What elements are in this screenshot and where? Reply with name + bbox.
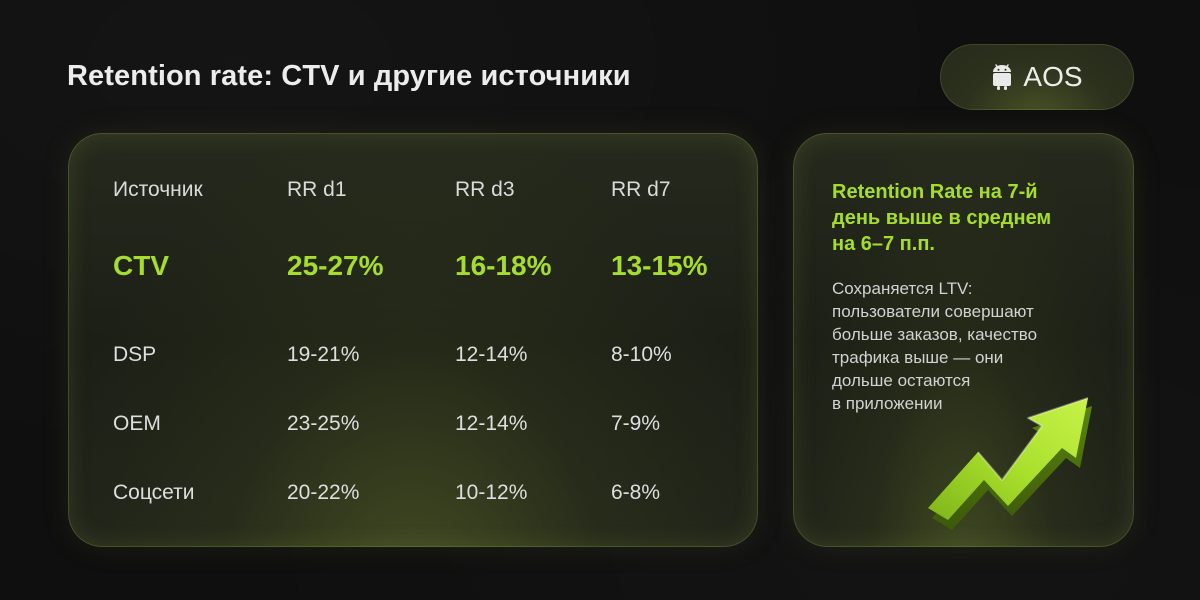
insight-heading-line: день выше в среднем <box>832 207 1052 229</box>
insight-body-line: дольше остаются <box>832 371 971 390</box>
page-title: Retention rate: CTV и другие источники <box>67 60 631 92</box>
table-cell-rr-d3: 10-12% <box>455 481 528 504</box>
table-cell-rr-d3: 12-14% <box>455 412 528 435</box>
table-cell-source: OEM <box>113 412 161 435</box>
table-cell-rr-d7: 13-15% <box>611 250 708 281</box>
column-header-rr-d1: RR d1 <box>287 178 347 201</box>
insight-body: Сохраняется LTV: пользователи совершают … <box>832 277 1122 415</box>
table-cell-rr-d7: 7-9% <box>611 412 661 435</box>
insight-heading: Retention Rate на 7-й день выше в средне… <box>832 179 1122 257</box>
column-header-rr-d7: RR d7 <box>611 178 671 201</box>
table-cell-rr-d7: 8-10% <box>611 343 672 366</box>
insight-body-line: больше заказов, качество <box>832 325 1038 344</box>
insight-heading-line: Retention Rate на 7-й <box>832 181 1038 203</box>
table-cell-rr-d1: 23-25% <box>287 412 360 435</box>
table-cell-rr-d7: 6-8% <box>611 481 661 504</box>
table-cell-source: Соцсети <box>113 481 195 504</box>
column-header-source: Источник <box>113 178 203 201</box>
table-cell-rr-d1: 20-22% <box>287 481 360 504</box>
table-cell-rr-d1: 25-27% <box>287 250 384 281</box>
retention-table-card <box>68 133 758 547</box>
insight-heading-line: на 6–7 п.п. <box>832 233 935 255</box>
insight-body-line: Сохраняется LTV: <box>832 279 973 298</box>
table-cell-rr-d3: 16-18% <box>455 250 552 281</box>
insight-body-line: трафика выше — они <box>832 348 1004 367</box>
table-cell-source: CTV <box>113 250 169 281</box>
table-cell-rr-d1: 19-21% <box>287 343 360 366</box>
table-cell-source: DSP <box>113 343 157 366</box>
insight-body-line: в приложении <box>832 394 943 413</box>
platform-badge: AOS <box>940 44 1134 110</box>
android-icon <box>993 64 1012 90</box>
insight-body-line: пользователи совершают <box>832 302 1034 321</box>
column-header-rr-d3: RR d3 <box>455 178 515 201</box>
trend-up-arrow-icon <box>928 397 1092 530</box>
platform-label: AOS <box>1023 61 1083 92</box>
table-cell-rr-d3: 12-14% <box>455 343 528 366</box>
